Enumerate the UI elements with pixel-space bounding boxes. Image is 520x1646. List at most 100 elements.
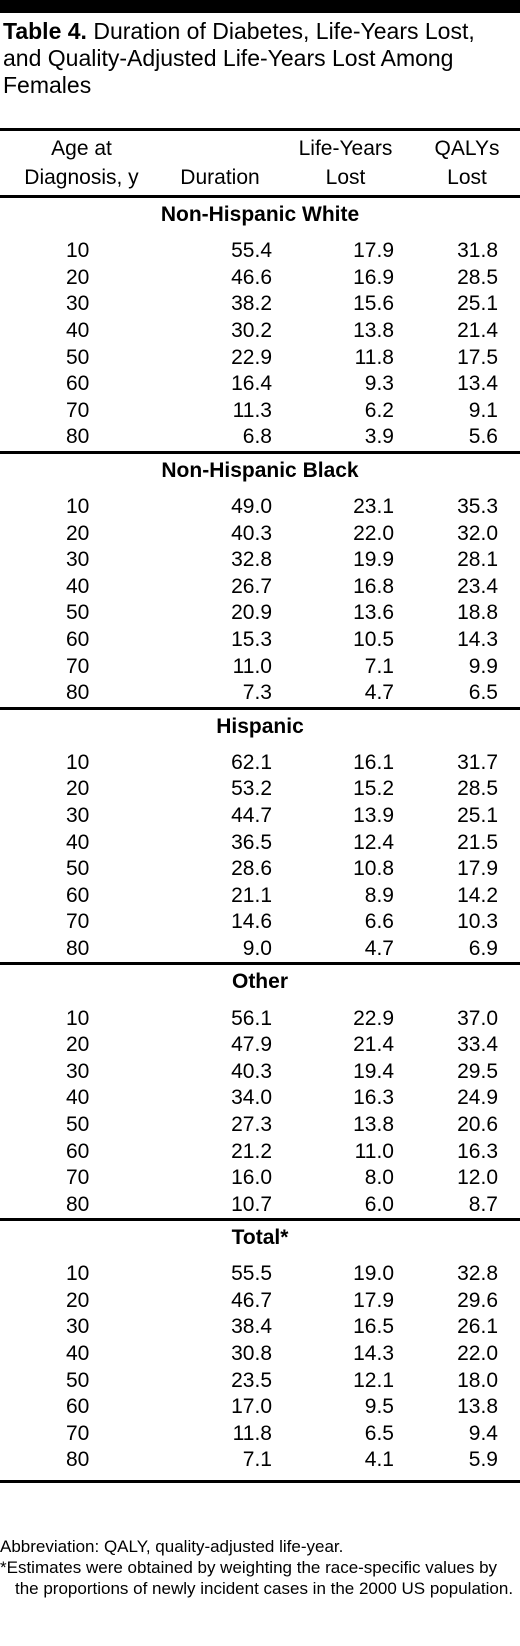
table-row: 70 11.0 7.1 9.9: [0, 653, 520, 680]
life-years-lost-cell: 8.0: [364, 1166, 394, 1190]
duration-cell: 17.0: [231, 1395, 272, 1419]
qalys-lost-cell: 33.4: [457, 1033, 498, 1057]
age-cell: 40: [66, 1086, 90, 1110]
duration-cell: 6.8: [242, 425, 272, 449]
duration-cell: 11.8: [232, 1421, 272, 1445]
age-cell: 40: [66, 574, 90, 598]
qalys-lost-cell: 12.0: [457, 1166, 498, 1190]
table-row: 80 7.3 4.7 6.5: [0, 680, 520, 708]
qalys-lost-cell: 9.1: [468, 398, 498, 422]
life-years-lost-cell: 3.9: [364, 425, 394, 449]
table-row: 40 30.8 14.3 22.0: [0, 1341, 520, 1368]
qalys-lost-cell: 9.9: [468, 654, 498, 678]
qalys-lost-cell: 17.9: [457, 857, 498, 881]
life-years-lost-cell: 12.4: [353, 830, 394, 854]
duration-cell: 14.6: [231, 910, 272, 934]
table-row: 40 36.5 12.4 21.5: [0, 829, 520, 856]
header-life-years-line1: Life-Years: [277, 128, 414, 162]
table-row: 50 22.9 11.8 17.5: [0, 344, 520, 371]
group-header-row: Non-Hispanic White: [0, 195, 520, 232]
age-cell: 50: [66, 601, 90, 625]
table-body: Non-Hispanic White 10 55.4 17.9 31.8 20 46.6 16…: [0, 195, 520, 1483]
table-row: 20 53.2 15.2 28.5: [0, 776, 520, 803]
life-years-lost-cell: 4.1: [277, 1447, 414, 1483]
qalys-lost-cell: 35.3: [457, 495, 498, 519]
abbreviation-note: Abbreviation: QALY, quality-adjusted lif…: [0, 1537, 344, 1556]
table-row: 10 56.1 22.9 37.0: [0, 1005, 520, 1032]
life-years-lost-cell: 9.3: [364, 372, 394, 396]
qalys-lost-cell: 18.0: [457, 1368, 498, 1392]
life-years-lost-cell: 13.8: [353, 319, 394, 343]
table-row: 70 14.6 6.6 10.3: [0, 909, 520, 936]
life-years-lost-cell: 11.0: [354, 1139, 394, 1163]
table-row: 30 40.3 19.4 29.5: [0, 1058, 520, 1085]
duration-cell: 7.1: [163, 1447, 277, 1483]
group-header-row: Other: [0, 962, 520, 1000]
table-row: 70 11.3 6.2 9.1: [0, 398, 520, 425]
qalys-lost-cell: 18.8: [457, 601, 498, 625]
life-years-lost-cell: 10.5: [353, 628, 394, 652]
duration-cell: 34.0: [231, 1086, 272, 1110]
life-years-lost-cell: 8.9: [364, 883, 394, 907]
duration-cell: 11.0: [232, 654, 272, 678]
qalys-lost-cell: 28.1: [457, 548, 498, 572]
life-years-lost-cell: 23.1: [353, 495, 394, 519]
life-years-lost-cell: 12.1: [353, 1368, 394, 1392]
duration-cell: 28.6: [231, 857, 272, 881]
table-row: 50 28.6 10.8 17.9: [0, 856, 520, 883]
duration-cell: 53.2: [231, 777, 272, 801]
qalys-lost-cell: 32.8: [457, 1262, 498, 1286]
age-cell: 20: [66, 1288, 90, 1312]
life-years-lost-cell: 16.8: [353, 574, 394, 598]
age-cell: 10: [66, 750, 90, 774]
duration-cell: 38.2: [231, 292, 272, 316]
qalys-lost-cell: 6.5: [468, 681, 498, 705]
qalys-lost-cell: 21.4: [457, 319, 498, 343]
duration-cell: 20.9: [231, 601, 272, 625]
duration-cell: 21.2: [231, 1139, 272, 1163]
age-cell: 70: [66, 1421, 90, 1445]
life-years-lost-cell: 7.1: [364, 654, 394, 678]
age-cell: 50: [66, 1112, 90, 1136]
table-title: Table 4. Duration of Diabetes, Life-Year…: [3, 18, 515, 99]
life-years-lost-cell: 11.8: [354, 345, 394, 369]
table-row: 60 21.2 11.0 16.3: [0, 1138, 520, 1165]
age-cell: 30: [66, 548, 90, 572]
age-cell: 30: [66, 1059, 90, 1083]
life-years-lost-cell: 9.5: [364, 1395, 394, 1419]
table-row: 10 62.1 16.1 31.7: [0, 750, 520, 777]
age-cell: 30: [66, 292, 90, 316]
life-years-lost-cell: 6.2: [364, 398, 394, 422]
life-years-lost-cell: 16.5: [353, 1315, 394, 1339]
life-years-lost-cell: 13.6: [353, 601, 394, 625]
header-qalys-line2: Lost: [447, 166, 487, 189]
life-years-lost-cell: 4.7: [364, 681, 394, 705]
duration-cell: 21.1: [231, 883, 272, 907]
age-cell: 70: [66, 398, 90, 422]
qalys-lost-cell: 21.5: [457, 830, 498, 854]
age-cell: 10: [66, 1006, 90, 1030]
age-cell: 80: [66, 1192, 90, 1216]
header-age-line1: Age at: [0, 128, 163, 162]
age-cell: 60: [66, 883, 90, 907]
duration-cell: 16.0: [231, 1166, 272, 1190]
qalys-lost-cell: 8.7: [468, 1192, 498, 1216]
table-label: Table 4.: [3, 18, 87, 44]
life-years-lost-cell: 6.5: [364, 1421, 394, 1445]
age-cell: 20: [66, 777, 90, 801]
table-row: 20 47.9 21.4 33.4: [0, 1032, 520, 1059]
table-row: 20 40.3 22.0 32.0: [0, 520, 520, 547]
qalys-lost-cell: 28.5: [457, 265, 498, 289]
duration-cell: 36.5: [231, 830, 272, 854]
life-years-lost-cell: 6.0: [364, 1192, 394, 1216]
header-life-years-line2: Lost: [325, 166, 366, 189]
life-years-lost-cell: 6.6: [364, 910, 394, 934]
life-years-lost-cell: 10.8: [353, 857, 394, 881]
duration-cell: 55.4: [231, 239, 272, 263]
qalys-lost-cell: 20.6: [457, 1112, 498, 1136]
duration-cell: 27.3: [231, 1112, 272, 1136]
table-row: 20 46.7 17.9 29.6: [0, 1288, 520, 1315]
table-row: 60 17.0 9.5 13.8: [0, 1394, 520, 1421]
table-row: 80 10.7 6.0 8.7: [0, 1191, 520, 1219]
life-years-lost-cell: 19.0: [353, 1262, 394, 1286]
